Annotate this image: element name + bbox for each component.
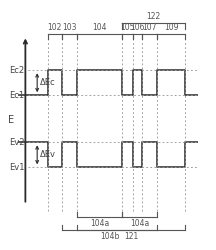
Text: 104a: 104a (130, 220, 149, 228)
Text: Ev2: Ev2 (9, 138, 24, 147)
Text: Ec2: Ec2 (9, 66, 24, 75)
Text: 122: 122 (146, 12, 161, 21)
Text: ΔEc: ΔEc (40, 78, 55, 87)
Text: 104: 104 (92, 23, 107, 32)
Text: ΔEv: ΔEv (40, 150, 56, 159)
Text: 102: 102 (48, 23, 62, 32)
Text: Ev1: Ev1 (9, 163, 24, 172)
Text: 104b: 104b (100, 232, 119, 241)
Text: 105: 105 (120, 23, 135, 32)
Text: 103: 103 (62, 23, 77, 32)
Text: Ec1: Ec1 (9, 91, 24, 100)
Text: E: E (8, 115, 14, 125)
Text: 109: 109 (164, 23, 179, 32)
Text: 104a: 104a (90, 220, 109, 228)
Text: 106: 106 (130, 23, 145, 32)
Text: 107: 107 (143, 23, 157, 32)
Text: 121: 121 (124, 232, 138, 241)
